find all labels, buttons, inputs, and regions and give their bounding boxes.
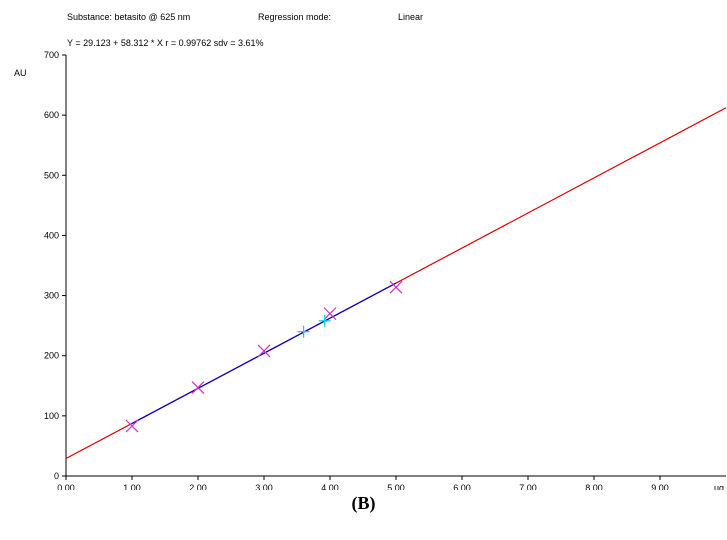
substance-label: Substance: betasito @ 625 nm (67, 12, 191, 22)
regression-mode-value: Linear (398, 12, 424, 22)
x-tick-label: 0.00 (57, 483, 75, 490)
standard-point (191, 381, 205, 395)
x-axis-label: ug (714, 483, 724, 490)
x-tick-label: 1.00 (123, 483, 141, 490)
calibration-chart: 0 100 200 300 400 500 600 700 0.00 1.00 2.00 3.00 4.… (14, 50, 727, 490)
x-tick-label: 4.00 (321, 483, 339, 490)
y-tick-label: 100 (44, 411, 59, 421)
sample-point (297, 325, 310, 338)
figure-caption: (B) (351, 493, 376, 513)
sample-point (318, 314, 331, 327)
y-tick-label: 600 (44, 110, 59, 120)
y-tick-label: 500 (44, 170, 59, 180)
y-tick-label: 300 (44, 291, 59, 301)
x-tick-label: 5.00 (387, 483, 405, 490)
standard-point (389, 280, 403, 294)
y-tick-label: 200 (44, 351, 59, 361)
x-tick-label: 6.00 (453, 483, 471, 490)
x-tick-label: 8.00 (585, 483, 603, 490)
regression-mode-label: Regression mode: (258, 12, 332, 22)
x-tick-label: 3.00 (255, 483, 273, 490)
x-tick-label: 7.00 (519, 483, 537, 490)
y-tick-label: 0 (54, 471, 59, 481)
x-tick-label: 2.00 (189, 483, 207, 490)
standard-point (125, 419, 139, 433)
x-tick-label: 9.00 (651, 483, 669, 490)
regression-equation: Y = 29.123 + 58.312 * X r = 0.99762 sdv … (67, 38, 264, 48)
y-axis-label: AU (14, 68, 27, 78)
standard-point (323, 307, 337, 321)
y-tick-label: 700 (44, 50, 59, 60)
standard-point (257, 344, 271, 358)
y-tick-label: 400 (44, 230, 59, 240)
regression-fit-line (131, 282, 397, 424)
